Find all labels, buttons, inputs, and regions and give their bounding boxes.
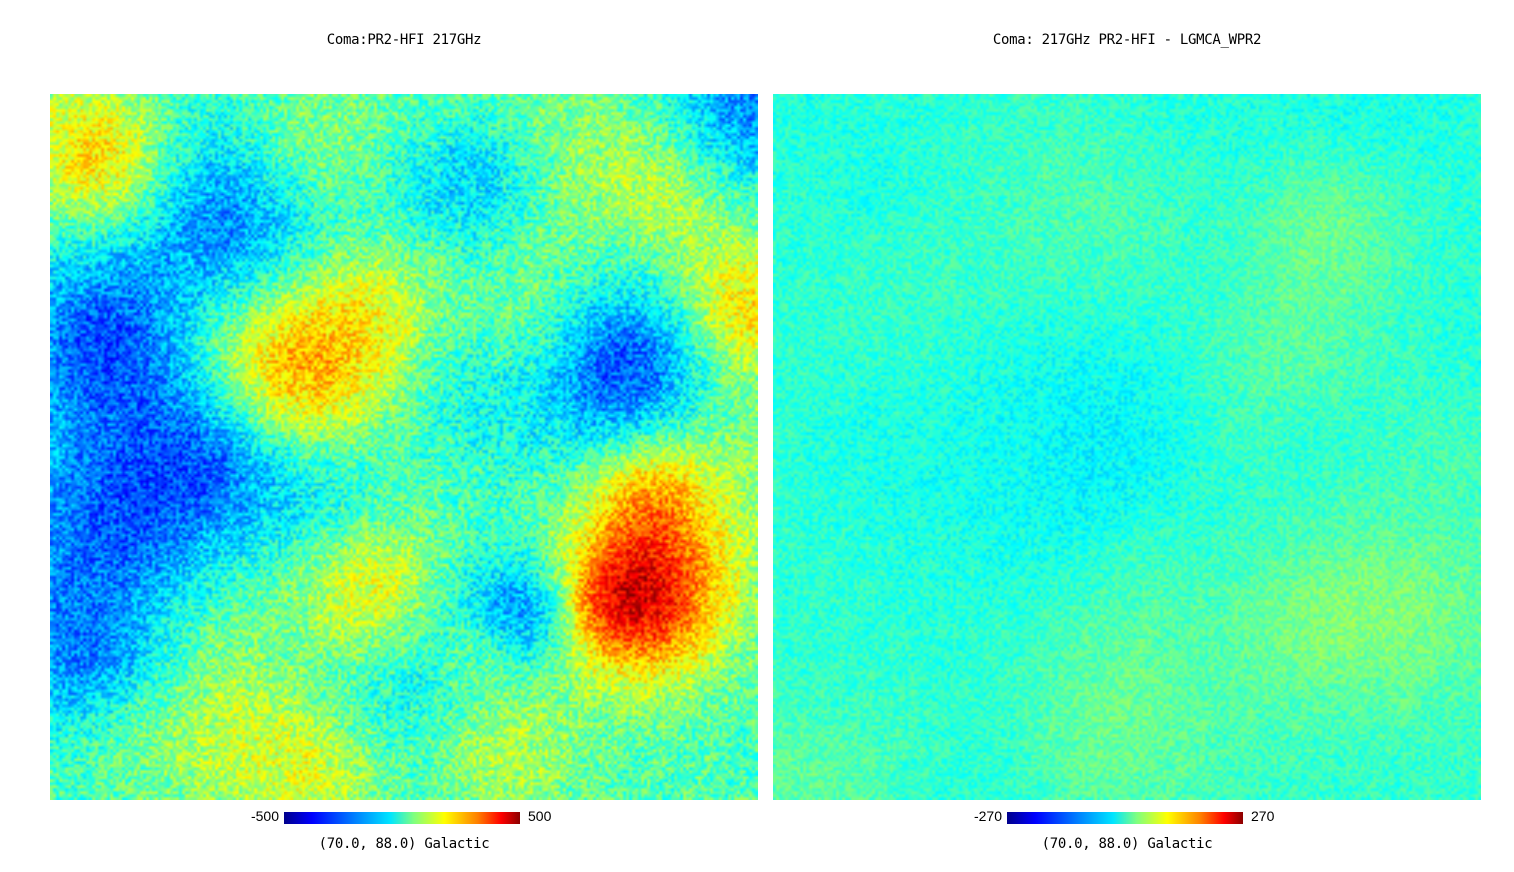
right-map-title: Coma: 217GHz PR2-HFI - LGMCA_WPR2	[992, 32, 1262, 48]
left-map-title: Coma:PR2-HFI 217GHz	[326, 32, 482, 48]
left-colorbar-gradient	[284, 812, 520, 824]
left-colorbar: -500 500	[50, 808, 758, 828]
left-colorbar-max: 500	[528, 808, 552, 824]
right-colorbar-max: 270	[1251, 808, 1275, 824]
left-coordinates: (70.0, 88.0) Galactic	[318, 836, 490, 852]
right-colorbar-gradient	[1007, 812, 1243, 824]
right-coordinates: (70.0, 88.0) Galactic	[1041, 836, 1213, 852]
right-colorbar: -270 270	[773, 808, 1481, 828]
left-panel: Coma:PR2-HFI 217GHz -500 500 (70.0, 88.0…	[50, 0, 758, 872]
left-colorbar-min: -500	[250, 808, 279, 824]
right-colorbar-min: -270	[973, 808, 1002, 824]
left-sky-map-image	[50, 94, 758, 800]
right-sky-map-image	[773, 94, 1481, 800]
right-panel: Coma: 217GHz PR2-HFI - LGMCA_WPR2 -270 2…	[773, 0, 1481, 872]
